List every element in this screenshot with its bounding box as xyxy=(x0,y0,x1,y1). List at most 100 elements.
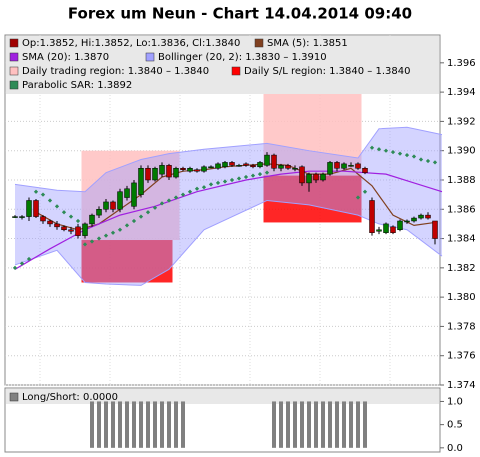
candle-body xyxy=(327,162,333,175)
indicator-line xyxy=(35,163,436,231)
candle-body xyxy=(362,168,368,173)
bar xyxy=(132,401,136,448)
bar xyxy=(111,401,115,448)
sar-dot xyxy=(257,172,263,177)
bar xyxy=(342,401,346,448)
y-tick-label: 1.392 xyxy=(447,116,476,127)
candle-body xyxy=(117,191,123,210)
bar xyxy=(314,401,318,448)
bar xyxy=(300,401,304,448)
sar-dot xyxy=(145,210,151,215)
candle-body xyxy=(250,165,256,168)
sar-dot xyxy=(138,214,144,219)
candle-body xyxy=(96,209,102,216)
sar-dot xyxy=(404,152,410,158)
y-tick-label: 1.0 xyxy=(447,396,463,407)
candle-body xyxy=(236,165,242,167)
candle-body xyxy=(215,163,221,169)
candle-body xyxy=(89,214,95,225)
bar xyxy=(279,401,283,448)
candle-body xyxy=(47,220,53,225)
candle-body xyxy=(166,165,172,178)
candle-body xyxy=(208,166,214,169)
bar xyxy=(349,401,353,448)
bar xyxy=(125,401,129,448)
candle-body xyxy=(103,201,109,210)
sar-dot xyxy=(194,186,200,191)
candle-body xyxy=(278,165,284,169)
legend-swatch xyxy=(9,38,19,48)
sar-dot xyxy=(229,177,235,183)
candle-body xyxy=(145,168,151,181)
sar-dot xyxy=(418,157,424,162)
candle-body xyxy=(61,226,67,231)
bar xyxy=(118,401,122,448)
candle-body xyxy=(180,168,186,170)
sar-dot xyxy=(362,189,368,194)
legend-label: Op:1.3852, Hi:1.3852, Lo:1.3836, Cl:1.38… xyxy=(22,38,240,49)
candle-body xyxy=(222,162,228,168)
sar-dot xyxy=(397,151,403,156)
candle-body xyxy=(390,226,396,233)
y-tick-label: 0.5 xyxy=(447,420,463,431)
sar-dot xyxy=(40,192,46,197)
y-tick-label: 1.382 xyxy=(447,263,476,274)
sar-dot xyxy=(68,214,74,219)
legend-swatch xyxy=(9,66,19,76)
candle-body xyxy=(75,226,81,236)
y-tick-label: 1.396 xyxy=(447,58,476,69)
sar-dot xyxy=(47,198,53,203)
lower-legend-box xyxy=(6,389,439,404)
region xyxy=(263,175,362,223)
bar xyxy=(272,401,276,448)
legend-swatch xyxy=(231,66,241,76)
candle-body xyxy=(285,165,291,169)
candle-body xyxy=(432,220,438,239)
region xyxy=(263,92,362,176)
sar-dot xyxy=(61,210,67,215)
candle-body xyxy=(264,154,270,166)
sar-dot xyxy=(89,239,95,244)
sar-dot xyxy=(355,195,361,200)
candle-body xyxy=(173,168,179,178)
bar xyxy=(363,401,367,448)
sar-dot xyxy=(411,154,417,159)
candle-body xyxy=(376,229,382,232)
candle-body xyxy=(40,216,46,222)
candle-body xyxy=(369,200,375,233)
sar-dot xyxy=(54,204,60,209)
candle-body xyxy=(418,214,424,219)
bar xyxy=(286,401,290,448)
sar-dot xyxy=(33,189,39,194)
legend-swatch xyxy=(9,52,19,62)
sar-dot xyxy=(173,195,179,200)
y-tick-label: 1.376 xyxy=(447,351,476,362)
legend-label: SMA (20): 1.3870 xyxy=(22,52,109,63)
candle-body xyxy=(131,182,137,207)
sar-dot xyxy=(425,158,431,164)
sar-dot xyxy=(187,189,193,194)
bar xyxy=(97,401,101,448)
sar-dot xyxy=(215,180,221,186)
candle-body xyxy=(194,169,200,172)
bar xyxy=(307,401,311,448)
legend-label: Daily trading region: 1.3840 – 1.3840 xyxy=(22,66,209,77)
y-tick-label: 1.390 xyxy=(447,146,476,157)
candle-body xyxy=(159,165,165,175)
bar xyxy=(90,401,94,448)
chart-title: Forex um Neun - Chart 14.04.2014 09:40 xyxy=(68,5,412,23)
sar-dot xyxy=(124,223,130,228)
y-tick-label: 1.380 xyxy=(447,292,476,303)
candle-body xyxy=(299,166,305,184)
y-tick-label: 1.394 xyxy=(447,87,476,98)
legend-swatch xyxy=(145,52,155,62)
candle-body xyxy=(187,168,193,172)
bar xyxy=(160,401,164,448)
sar-dot xyxy=(166,198,172,203)
candle-body xyxy=(229,162,235,166)
sar-dot xyxy=(369,145,375,150)
sar-dot xyxy=(201,185,207,190)
sar-dot xyxy=(117,227,123,232)
candle-body xyxy=(320,173,326,181)
candle-body xyxy=(383,223,389,233)
